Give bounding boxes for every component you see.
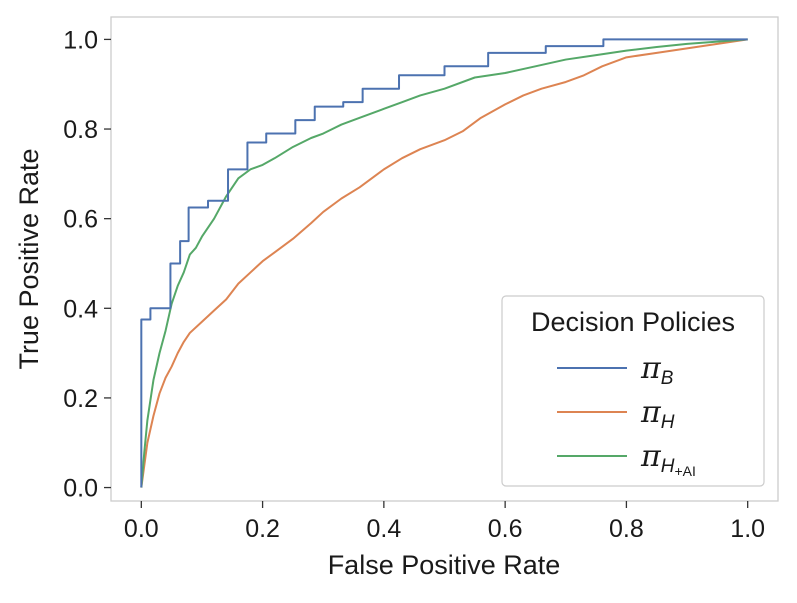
y-tick-label: 0.6: [63, 206, 98, 234]
legend-label-2: πH+AI: [640, 439, 696, 479]
y-tick-label: 0.8: [63, 116, 98, 144]
x-tick-label: 0.8: [609, 515, 644, 543]
legend-box: [501, 295, 765, 487]
legend-label-1: πH: [640, 395, 675, 433]
x-axis-label: False Positive Rate: [328, 550, 561, 580]
series-line-0: [140, 38, 748, 488]
y-axis-ticks: 0.0 0.2 0.4 0.6 0.8 1.0: [63, 26, 111, 503]
y-tick-label: 0.4: [63, 295, 98, 323]
y-tick-label: 0.2: [63, 385, 98, 413]
x-axis-ticks: 0.0 0.2 0.4 0.6 0.8 1.0: [124, 501, 765, 543]
legend-title: Decision Policies: [531, 307, 735, 337]
y-axis-label: True Positive Rate: [14, 148, 44, 369]
y-tick-label: 0.0: [63, 475, 98, 503]
legend-label-0: πB: [640, 351, 674, 389]
x-tick-label: 0.2: [245, 515, 280, 543]
x-tick-label: 0.6: [488, 515, 523, 543]
y-tick-label: 1.0: [63, 26, 98, 54]
x-tick-label: 1.0: [730, 515, 765, 543]
x-tick-label: 0.4: [366, 515, 401, 543]
series-line-2: [140, 38, 748, 488]
x-tick-label: 0.0: [124, 515, 159, 543]
series-layer: [140, 38, 748, 488]
legend: Decision Policies πB πH πH+AI: [501, 295, 765, 487]
series-line-1: [140, 38, 748, 488]
legend-entries: πB πH πH+AI: [557, 351, 696, 479]
